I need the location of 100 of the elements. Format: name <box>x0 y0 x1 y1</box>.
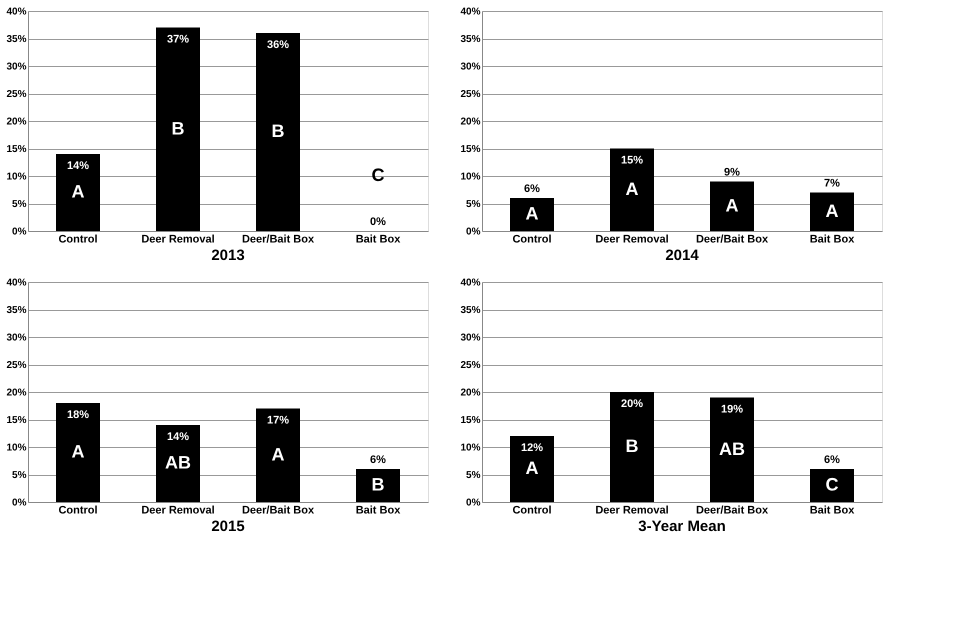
y-tick-label: 0% <box>12 498 27 508</box>
y-tick-label: 20% <box>460 388 481 398</box>
y-tick-label: 20% <box>460 116 481 128</box>
y-tick-label: 10% <box>460 442 481 454</box>
y-tick-label: 15% <box>6 144 27 155</box>
y-tick-label: 40% <box>460 6 481 18</box>
data-label: 9% <box>724 166 740 178</box>
annotation: B <box>372 474 384 494</box>
annotation: A <box>726 195 738 216</box>
y-tick-label: 15% <box>460 415 481 426</box>
bar <box>610 392 654 502</box>
x-tick-label: Deer Removal <box>595 504 669 516</box>
x-tick-label: Deer/Bait Box <box>696 504 769 516</box>
text: 2015 <box>211 518 245 535</box>
data-label: 14% <box>66 160 90 172</box>
annotation: A <box>826 200 838 221</box>
y-tick-label: 10% <box>6 172 27 182</box>
y-tick-label: 0% <box>12 226 27 238</box>
data-label: 20% <box>620 398 644 410</box>
y-tick-label: 35% <box>6 305 27 316</box>
y-tick-label: 25% <box>6 89 27 100</box>
data-label: 15% <box>620 154 644 166</box>
x-tick-label: Control <box>58 504 98 516</box>
y-tick-label: 40% <box>6 6 27 18</box>
bar <box>156 425 200 502</box>
bar <box>56 403 100 502</box>
y-tick-label: 30% <box>6 62 27 72</box>
y-tick-label: 20% <box>6 388 27 398</box>
x-tick-label: Deer/Bait Box <box>242 234 315 246</box>
x-tick-label: Bait Box <box>356 504 402 516</box>
bar <box>256 33 300 231</box>
y-tick-label: 15% <box>6 415 27 426</box>
bar <box>810 469 854 502</box>
annotation: C <box>826 474 838 494</box>
y-tick-label: 25% <box>460 360 481 371</box>
x-tick-label: Bait Box <box>810 504 856 516</box>
bar <box>356 469 400 502</box>
data-label: 17% <box>266 414 290 426</box>
annotation: AB <box>719 438 745 459</box>
data-label: 12% <box>520 442 544 454</box>
data-label: 37% <box>166 34 190 46</box>
y-tick-label: 5% <box>12 470 27 481</box>
x-tick-label: Deer/Bait Box <box>696 234 769 246</box>
y-tick-label: 30% <box>460 332 481 344</box>
y-tick-label: 30% <box>460 62 481 72</box>
text: 2014 <box>665 247 700 264</box>
annotation: A <box>272 444 284 464</box>
y-tick-label: 35% <box>6 34 27 45</box>
annotation: A <box>526 458 538 478</box>
y-tick-label: 5% <box>466 470 481 481</box>
bar <box>256 408 300 502</box>
data-label: 14% <box>166 431 190 443</box>
y-tick-label: 20% <box>6 116 27 128</box>
data-label: 0% <box>370 216 386 228</box>
y-tick-label: 25% <box>6 360 27 371</box>
x-tick-label: Control <box>58 234 98 246</box>
x-tick-label: Bait Box <box>356 234 402 246</box>
bar <box>510 436 554 502</box>
data-label: 36% <box>266 39 290 51</box>
annotation: A <box>72 182 84 202</box>
bar <box>156 28 200 231</box>
data-label: 7% <box>824 178 840 190</box>
y-tick-label: 40% <box>6 278 27 288</box>
annotation: AB <box>165 452 191 472</box>
y-tick-label: 40% <box>460 278 481 288</box>
annotation: A <box>72 442 84 462</box>
x-tick-label: Deer Removal <box>595 234 669 246</box>
bar <box>510 198 554 231</box>
y-tick-label: 0% <box>466 226 481 238</box>
y-tick-label: 10% <box>460 172 481 182</box>
bar <box>710 182 754 231</box>
y-tick-label: 30% <box>6 332 27 344</box>
data-label: 6% <box>370 454 386 466</box>
data-label: 6% <box>524 183 540 195</box>
y-tick-label: 5% <box>466 199 481 210</box>
x-tick-label: Bait Box <box>810 234 856 246</box>
text: 3-Year Mean <box>638 518 726 535</box>
annotation: A <box>526 204 538 224</box>
bar <box>56 154 100 231</box>
x-tick-label: Control <box>512 504 552 516</box>
text: 2013 <box>211 247 245 264</box>
x-tick-label: Deer/Bait Box <box>242 504 315 516</box>
x-tick-label: Deer Removal <box>141 504 215 516</box>
bar <box>710 398 754 502</box>
bar <box>810 192 854 231</box>
y-tick-label: 35% <box>460 34 481 45</box>
annotation: A <box>626 178 638 199</box>
y-tick-label: 10% <box>6 442 27 454</box>
x-tick-label: Deer Removal <box>141 234 215 246</box>
data-label: 6% <box>824 454 840 466</box>
x-tick-label: Control <box>512 234 552 246</box>
y-tick-label: 5% <box>12 199 27 210</box>
annotation: B <box>272 121 284 141</box>
y-tick-label: 25% <box>460 89 481 100</box>
y-tick-label: 15% <box>460 144 481 155</box>
data-label: 18% <box>66 409 90 421</box>
annotation: B <box>626 436 638 456</box>
y-tick-label: 0% <box>466 498 481 508</box>
y-tick-label: 35% <box>460 305 481 316</box>
bar <box>610 148 654 231</box>
